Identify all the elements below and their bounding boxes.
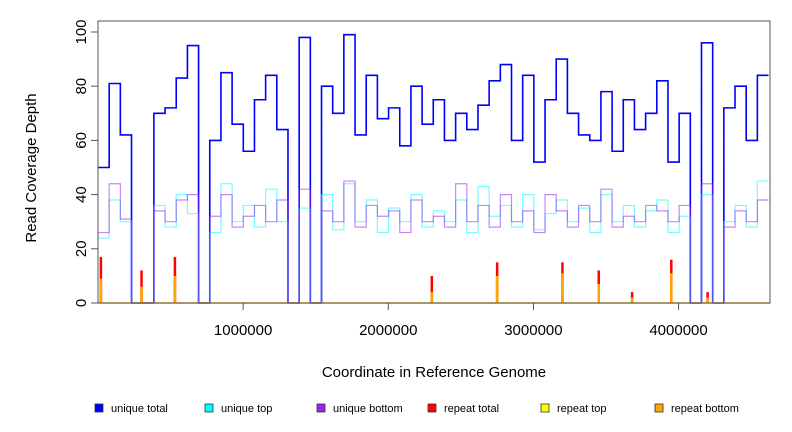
legend-swatch <box>654 403 664 413</box>
legend-item-unique-top: unique top <box>204 403 272 415</box>
legend: unique total unique top unique bottom repea… <box>94 403 739 415</box>
legend-label: unique total <box>111 403 168 415</box>
legend-item-repeat-total: repeat total <box>427 403 499 415</box>
legend-label: unique top <box>221 403 272 415</box>
legend-swatch <box>204 403 214 413</box>
x-tick-label: 4000000 <box>649 322 707 339</box>
x-tick-label: 2000000 <box>359 322 417 339</box>
plot-area <box>98 33 770 304</box>
y-tick-label: 0 <box>73 299 90 307</box>
series-line-unique-total <box>98 33 769 304</box>
legend-label: repeat bottom <box>671 403 739 415</box>
legend-swatch <box>316 403 326 413</box>
y-tick-label: 80 <box>73 78 90 95</box>
legend-swatch <box>540 403 550 413</box>
legend-item-unique-total: unique total <box>94 403 168 415</box>
y-tick-label: 60 <box>73 132 90 149</box>
x-tick-label: 1000000 <box>214 322 272 339</box>
legend-item-repeat-bottom: repeat bottom <box>654 403 739 415</box>
legend-item-unique-bottom: unique bottom <box>316 403 403 415</box>
legend-item-repeat-top: repeat top <box>540 403 607 415</box>
series-line-unique-bottom <box>98 180 769 304</box>
x-axis-label: Coordinate in Reference Genome <box>322 364 546 381</box>
x-tick-label: 3000000 <box>504 322 562 339</box>
legend-label: repeat total <box>444 403 499 415</box>
legend-label: repeat top <box>557 403 607 415</box>
y-tick-label: 20 <box>73 240 90 257</box>
axes: 0 20 40 60 80 100 1000000 2000000 3000000 4000000 <box>73 19 771 339</box>
y-tick-label: 40 <box>73 186 90 203</box>
y-tick-label: 100 <box>73 19 90 44</box>
legend-swatch <box>427 403 437 413</box>
y-axis-label: Read Coverage Depth <box>23 93 40 242</box>
legend-label: unique bottom <box>333 403 403 415</box>
legend-swatch <box>94 403 104 413</box>
